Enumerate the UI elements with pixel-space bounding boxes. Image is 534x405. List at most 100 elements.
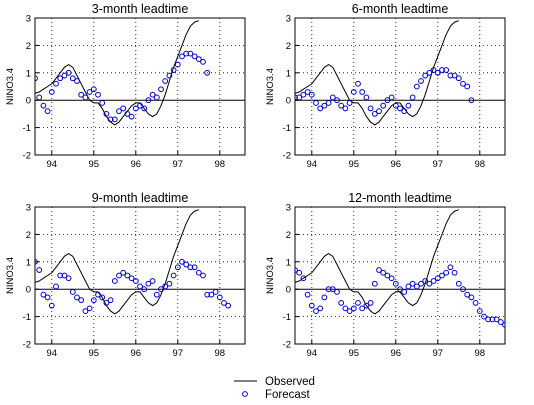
forecast-point (371, 111, 378, 117)
forecast-point (200, 58, 206, 65)
chart-title: 6-month leadtime (352, 2, 449, 16)
series-observed (35, 209, 199, 315)
forecast-point (493, 316, 500, 323)
forecast-point (204, 69, 211, 76)
forecast-point (434, 69, 441, 76)
forecast-point (447, 264, 454, 271)
forecast-point (296, 269, 303, 276)
forecast-point (158, 86, 164, 93)
x-tick-label: 97 (433, 159, 444, 170)
forecast-point (74, 78, 80, 84)
forecast-point (329, 94, 336, 101)
plot-frame (294, 206, 506, 345)
forecast-point (195, 56, 202, 62)
y-tick-label: -2 (283, 340, 291, 351)
forecast-point (376, 108, 382, 115)
forecast-point (132, 278, 139, 284)
legend-forecast-marker (242, 391, 248, 397)
forecast-point (221, 300, 227, 306)
y-tick-label: -2 (23, 340, 31, 351)
forecast-point (502, 321, 505, 328)
y-tick-label: 0 (286, 285, 291, 296)
x-tick-label: 95 (89, 348, 100, 359)
x-tick-label: 95 (349, 348, 360, 359)
forecast-point (443, 269, 450, 276)
forecast-point (325, 100, 332, 106)
forecast-point (346, 100, 353, 106)
forecast-point (304, 89, 311, 95)
forecast-point (90, 86, 97, 93)
series-forecast (295, 67, 475, 117)
forecast-point (380, 269, 387, 276)
forecast-point (342, 305, 349, 312)
forecast-point (350, 89, 357, 95)
forecast-point (86, 305, 93, 312)
y-tick-label: 3 (26, 203, 31, 214)
forecast-point (388, 94, 395, 101)
forecast-point (137, 283, 143, 290)
forecast-point (426, 69, 433, 76)
chart-panel-4: 94 95 96 97 98 -2 -1 0 1 2 3 12-month leadtime NINO3… (265, 191, 506, 359)
y-tick-label: 3 (26, 14, 31, 25)
forecast-point (295, 94, 298, 101)
forecast-point (82, 94, 89, 101)
forecast-point (162, 78, 169, 84)
forecast-point (40, 291, 47, 298)
x-tick-label: 94 (47, 159, 58, 170)
x-tick-label: 96 (391, 159, 402, 170)
y-tick-label: -1 (283, 123, 291, 134)
forecast-point (439, 67, 445, 73)
chart-panel-3: 94 95 96 97 98 -2 -1 0 1 2 3 9-month leadtime NINO3.… (5, 191, 246, 359)
forecast-point (69, 289, 76, 295)
y-tick-label: 2 (286, 230, 291, 241)
forecast-point (308, 302, 315, 309)
x-tick-label: 94 (47, 348, 58, 359)
forecast-point (65, 275, 72, 282)
forecast-point (384, 272, 391, 279)
forecast-point (355, 80, 361, 87)
x-tick-label: 95 (349, 159, 360, 170)
forecast-point (132, 105, 139, 112)
forecast-point (329, 286, 336, 293)
forecast-point (371, 280, 378, 287)
forecast-point (36, 94, 43, 101)
forecast-point (183, 261, 190, 268)
chart-title: 12-month leadtime (348, 191, 452, 205)
forecast-point (225, 302, 232, 309)
forecast-point (455, 75, 462, 82)
forecast-point (317, 105, 324, 112)
y-tick-label: 2 (26, 41, 31, 52)
forecast-point (481, 313, 487, 320)
forecast-point (145, 97, 152, 104)
forecast-point (334, 97, 340, 104)
x-tick-label: 97 (173, 348, 184, 359)
x-tick-label: 97 (173, 159, 184, 170)
forecast-point (170, 67, 177, 73)
forecast-point (388, 275, 395, 282)
forecast-point (116, 272, 122, 279)
chart-panel-1: 94 95 96 97 98 -2 -1 0 1 2 3 3-month leadtime NINO3.… (5, 2, 246, 170)
legend: Observed Forecast (234, 376, 315, 401)
forecast-point (363, 302, 370, 309)
forecast-point (489, 316, 496, 323)
y-tick-label: 3 (286, 203, 291, 214)
forecast-point (128, 113, 135, 120)
forecast-point (174, 61, 181, 68)
forecast-point (153, 94, 160, 101)
forecast-point (111, 278, 118, 284)
forecast-point (57, 272, 64, 279)
forecast-point (359, 305, 366, 312)
x-tick-label: 98 (215, 159, 226, 170)
forecast-point (78, 297, 85, 304)
forecast-point (409, 94, 416, 101)
y-tick-label: -1 (23, 312, 31, 323)
forecast-point (74, 294, 80, 301)
chart-title: 9-month leadtime (92, 191, 189, 205)
forecast-point (409, 280, 416, 287)
forecast-point (120, 269, 127, 276)
forecast-point (392, 102, 399, 109)
forecast-point (464, 291, 471, 298)
forecast-point (99, 294, 106, 301)
forecast-point (376, 267, 382, 273)
forecast-point (128, 275, 135, 282)
